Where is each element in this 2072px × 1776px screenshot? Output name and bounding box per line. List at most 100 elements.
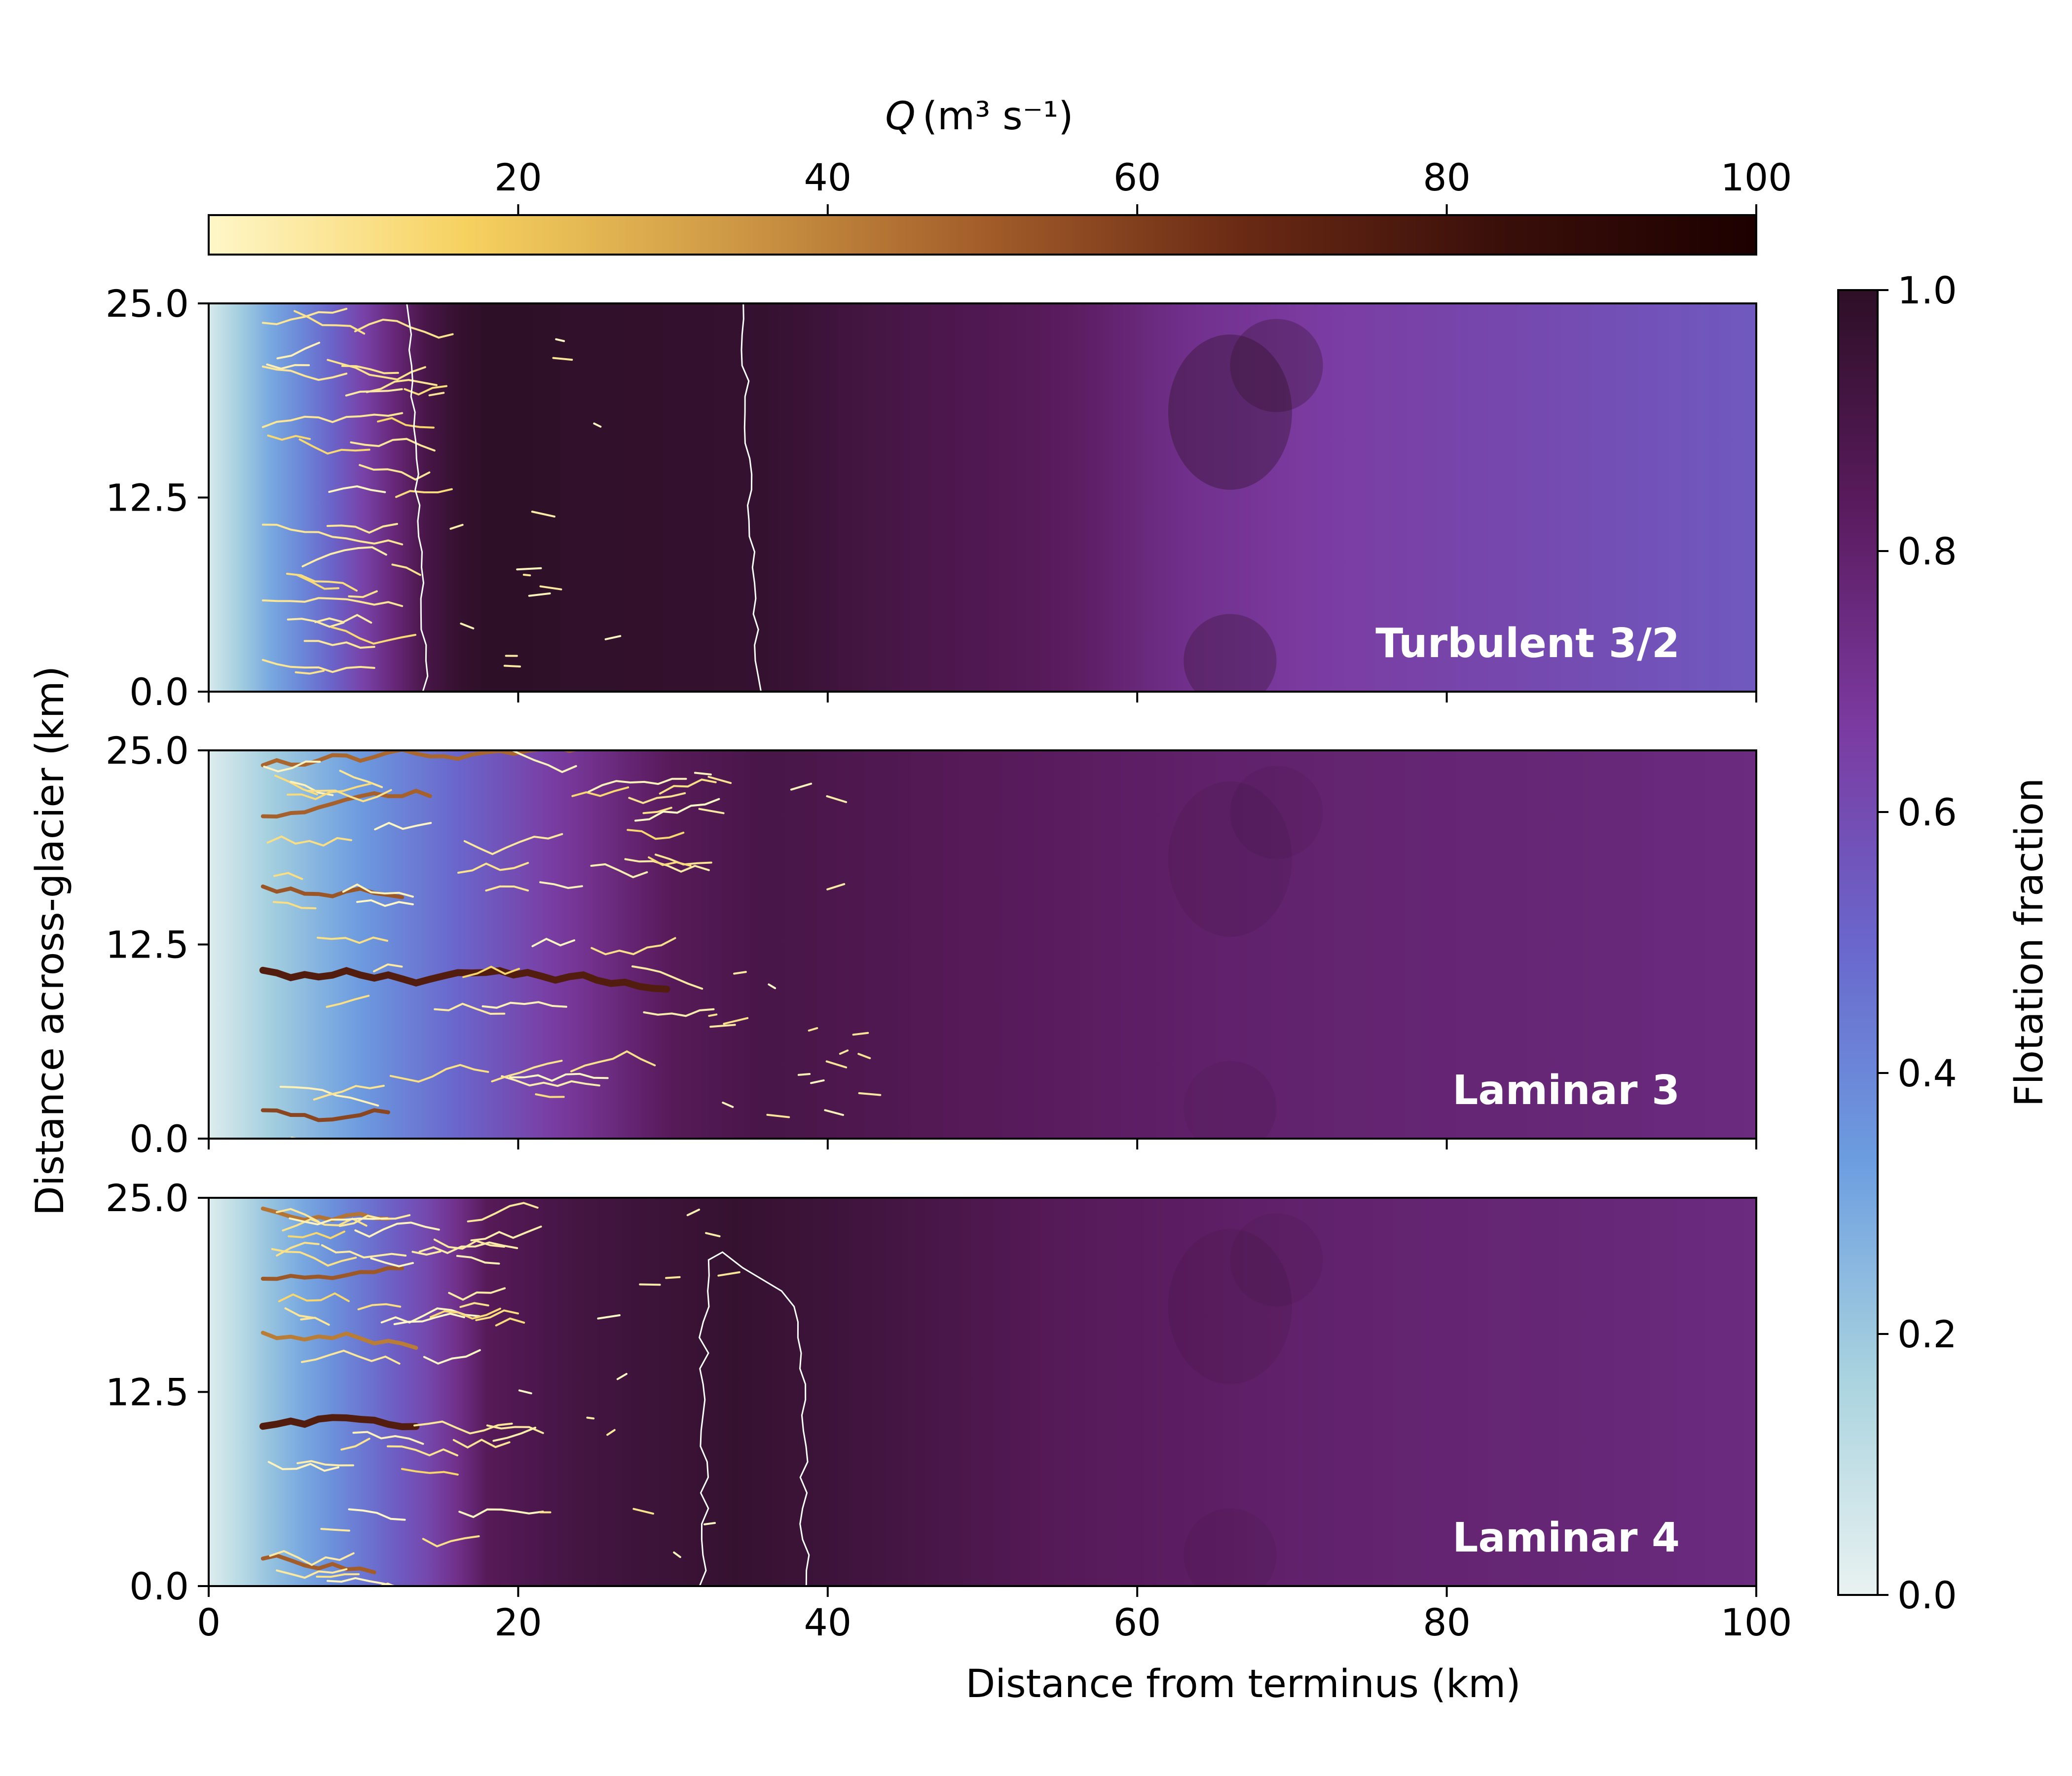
- channel-branch: [571, 786, 629, 797]
- channel-segment: [733, 971, 747, 975]
- channel-segment: [665, 1276, 681, 1279]
- panel-field: [209, 750, 1756, 1139]
- channel-branch: [485, 885, 529, 892]
- discharge-colorbar-bar: [208, 214, 1757, 256]
- channel-branch: [354, 318, 454, 339]
- channel-segment: [518, 1389, 532, 1395]
- channel-segment: [858, 1092, 882, 1096]
- channel-branch: [470, 1225, 542, 1242]
- discharge-colorbar-units: (m³ s⁻¹): [923, 94, 1073, 139]
- channel-branch: [531, 937, 576, 947]
- panel-2: 0.0 12.5 25.0 Laminar 3: [106, 729, 1757, 1161]
- flotation-blob: [1168, 1228, 1292, 1384]
- channel-trunk: [260, 750, 613, 768]
- channel-branch: [389, 1064, 489, 1083]
- channel-branch: [300, 1317, 330, 1326]
- y-tick-label: 12.5: [106, 923, 189, 967]
- channel-network: [259, 1188, 740, 1586]
- flotation-blob: [1230, 766, 1323, 859]
- y-tick-label: 25.0: [106, 729, 189, 773]
- channel-branch: [539, 881, 583, 889]
- flotation-colorbar: 0.0 0.2 0.4 0.6 0.8 1.0 Flotation fraction: [1837, 268, 2052, 1617]
- channel-branch: [301, 546, 387, 567]
- channel-branch: [357, 1303, 402, 1311]
- channel-segment: [698, 808, 725, 814]
- channel-segment: [694, 772, 712, 776]
- channel-branch: [495, 1317, 525, 1327]
- channel-segment: [616, 1372, 628, 1380]
- channel-segment: [555, 338, 565, 342]
- channel-segment: [826, 883, 846, 890]
- flotation-field: [209, 750, 1756, 1139]
- channel-branch: [286, 573, 358, 592]
- channel-branch: [411, 1250, 442, 1256]
- panel-field: [209, 1188, 1756, 1586]
- channel-branch: [491, 1060, 563, 1082]
- channel-branch: [393, 1312, 465, 1326]
- channel-segment: [552, 357, 573, 361]
- channel-branch: [448, 1287, 506, 1301]
- channel-segment: [449, 523, 464, 530]
- flotation-tick-label: 1.0: [1897, 268, 1957, 312]
- channel-branch: [341, 365, 399, 374]
- channel-trunk: [260, 1108, 390, 1122]
- channel-branch: [587, 777, 687, 793]
- channel-branch: [288, 1230, 345, 1239]
- panel-field: [209, 303, 1756, 692]
- x-tick-label: 100: [1720, 1600, 1792, 1644]
- channel-segment: [717, 1271, 740, 1277]
- flotation-colorbar-bar: [1837, 289, 1879, 1596]
- channel-trunk: [259, 1414, 420, 1431]
- channel-branch: [276, 1208, 320, 1223]
- channel-segment: [810, 1079, 825, 1084]
- channel-segment: [708, 1013, 718, 1017]
- x-tick-label: 40: [804, 1600, 851, 1644]
- y-tick-label: 25.0: [106, 1176, 189, 1220]
- flotation-tick-label: 0.4: [1897, 1051, 1957, 1095]
- channel-branch: [631, 965, 703, 990]
- channel-segment: [597, 1314, 621, 1320]
- discharge-tick-label: 60: [1113, 155, 1161, 199]
- channel-branch: [352, 1431, 424, 1445]
- flotation-contour: [698, 1251, 810, 1586]
- channel-segment: [824, 1109, 844, 1116]
- channel-branch: [475, 1309, 519, 1321]
- channel-segment: [460, 623, 475, 629]
- channel-branch: [648, 856, 692, 867]
- channel-branch: [326, 1577, 412, 1586]
- discharge-colorbar: Q (m³ s⁻¹) 20 40 60 80 100: [208, 94, 1792, 256]
- channel-branch: [627, 829, 685, 840]
- channel-segment: [709, 1024, 736, 1028]
- y-tick-label: 12.5: [106, 1370, 189, 1414]
- y-tick-label: 12.5: [106, 476, 189, 520]
- channel-branch: [273, 872, 303, 880]
- channel-branch: [306, 789, 392, 803]
- channel-branch: [395, 488, 453, 498]
- channel-branch: [276, 341, 321, 360]
- channel-segment: [808, 1027, 818, 1032]
- x-axis-label: Distance from terminus (km): [965, 1662, 1520, 1706]
- channel-branch: [263, 760, 321, 773]
- channel-branch: [287, 782, 372, 800]
- channel-branch: [331, 1188, 414, 1196]
- channel-trunk: [261, 659, 375, 673]
- flotation-tick-label: 0.8: [1897, 529, 1957, 573]
- channel-branch: [296, 1460, 354, 1467]
- channel-branch: [401, 1468, 459, 1476]
- channel-segment: [707, 776, 732, 784]
- panel-label: Laminar 4: [1452, 1515, 1680, 1561]
- flotation-colorbar-ticks: 0.0 0.2 0.4 0.6 0.8 1.0: [1878, 268, 1957, 1617]
- discharge-tick-label: 20: [494, 155, 542, 199]
- x-tick-label: 80: [1423, 1600, 1471, 1644]
- channel-branch: [298, 438, 370, 455]
- channel-trunk: [261, 366, 348, 381]
- discharge-tick-label: 40: [804, 155, 851, 199]
- channel-branch: [429, 1307, 501, 1320]
- flotation-blob: [1168, 334, 1292, 490]
- channel-segment: [531, 511, 555, 518]
- channel-segment: [516, 567, 542, 571]
- channel-segment: [539, 585, 562, 591]
- channel-branch: [624, 858, 710, 873]
- channel-segment: [766, 1113, 790, 1118]
- channel-segment: [839, 1049, 849, 1055]
